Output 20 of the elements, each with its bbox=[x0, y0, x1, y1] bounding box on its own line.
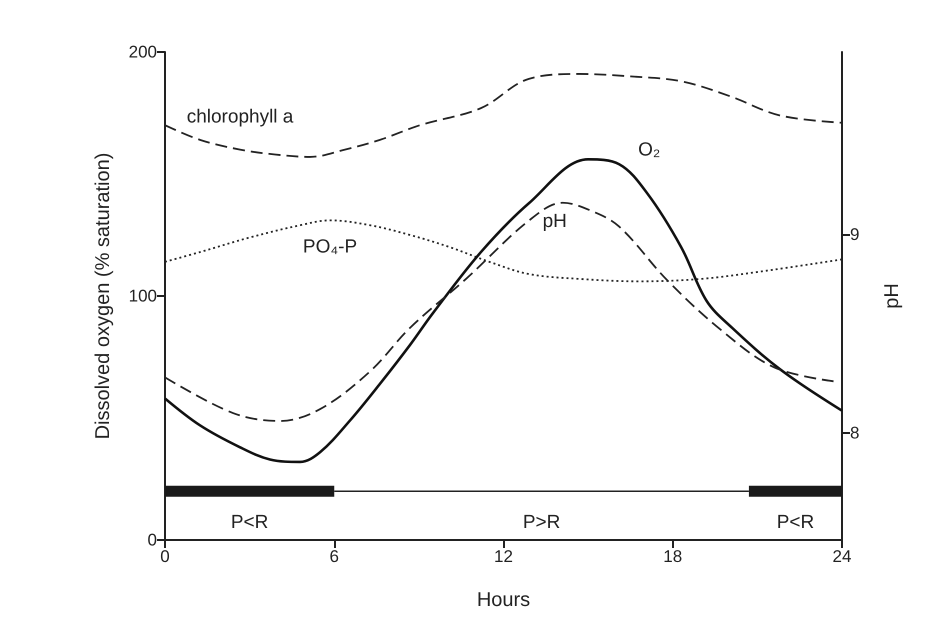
x-tick-label: 0 bbox=[160, 547, 170, 566]
x-tick-label: 18 bbox=[663, 547, 682, 566]
x-tick-label: 12 bbox=[494, 547, 513, 566]
y2-tick-label: 9 bbox=[850, 225, 860, 244]
series-label: O₂ bbox=[638, 140, 660, 161]
x-tick-label: 24 bbox=[832, 547, 852, 566]
series-label: P<R bbox=[230, 512, 268, 534]
y-tick-label: 200 bbox=[128, 42, 157, 62]
y2-tick-label: 8 bbox=[850, 423, 860, 442]
y-tick-label: 0 bbox=[148, 530, 157, 550]
y-tick-label: 100 bbox=[128, 286, 157, 306]
series-label: chlorophyll a bbox=[186, 106, 294, 128]
x-axis-title: Hours bbox=[476, 589, 530, 611]
y2-axis-title: pH bbox=[881, 283, 903, 309]
y-axis-title: Dissolved oxygen (% saturation) bbox=[92, 152, 114, 440]
x-tick-label: 6 bbox=[330, 547, 339, 566]
series-label: P>R bbox=[522, 512, 560, 534]
series-label: pH bbox=[542, 210, 567, 232]
series-label: PO₄-P bbox=[302, 236, 358, 258]
series-label: P<R bbox=[776, 512, 814, 534]
